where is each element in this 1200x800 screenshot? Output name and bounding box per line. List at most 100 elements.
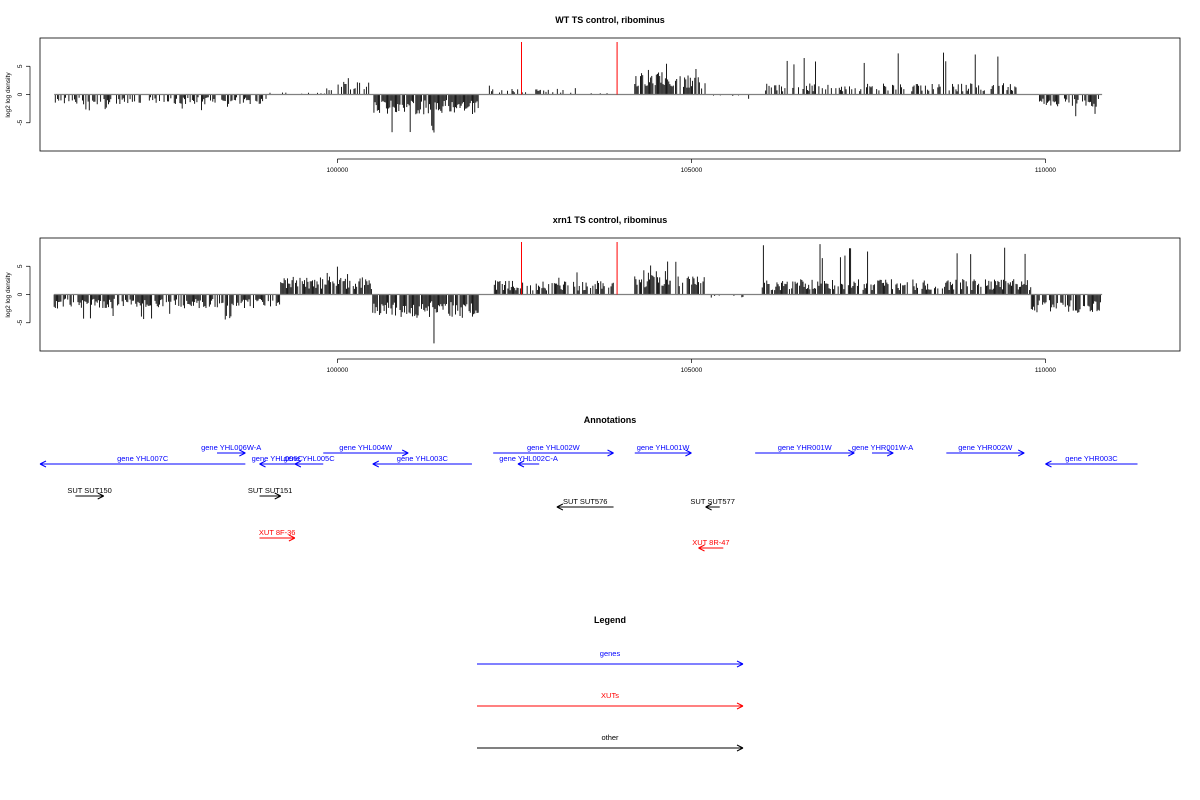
x-tick-label: 110000 bbox=[1035, 367, 1057, 374]
legend-label: XUTs bbox=[601, 691, 619, 700]
annotation-label: gene YHR003C bbox=[1065, 454, 1118, 463]
feature-head bbox=[259, 460, 266, 465]
x-tick-label: 110000 bbox=[1035, 167, 1057, 174]
legend: Legend genes XUTs other bbox=[477, 615, 744, 752]
red-markers bbox=[520, 242, 618, 295]
y-axis-label: log2 log density bbox=[5, 72, 12, 118]
annotation-gene: gene YHL002W bbox=[493, 443, 614, 457]
feature-head bbox=[556, 506, 564, 511]
feature-head bbox=[556, 503, 564, 508]
feature-head bbox=[705, 506, 712, 511]
annotations-title: Annotations bbox=[584, 415, 637, 425]
annotation-gene: gene YHR003C bbox=[1045, 454, 1138, 468]
feature-head bbox=[607, 452, 614, 457]
feature-head bbox=[887, 452, 894, 457]
feature-head bbox=[685, 449, 692, 454]
feature-head bbox=[887, 449, 894, 454]
annotation-label: SUT SUT576 bbox=[563, 497, 607, 506]
annotation-gene: gene YHL007C bbox=[39, 454, 246, 468]
legend-title: Legend bbox=[594, 615, 626, 625]
annotation-label: gene YHL001W bbox=[637, 443, 691, 452]
feature-head bbox=[288, 534, 296, 539]
feature-head bbox=[239, 449, 246, 454]
feature-head bbox=[607, 449, 614, 454]
annotation-label: XUT 8R-47 bbox=[692, 538, 729, 547]
annotation-label: SUT SUT577 bbox=[690, 497, 734, 506]
feature-head bbox=[274, 495, 281, 500]
annotation-label: gene YHR001W bbox=[778, 443, 833, 452]
density-bars bbox=[53, 244, 1101, 344]
x-tick-label: 105000 bbox=[681, 367, 703, 374]
panel-title: xrn1 TS control, ribominus bbox=[553, 215, 668, 225]
annotation-gene: gene YHL005C bbox=[283, 454, 335, 468]
feature-head bbox=[1045, 463, 1052, 468]
annotation-label: gene YHR001W-A bbox=[852, 443, 913, 452]
feature-head bbox=[1045, 460, 1052, 465]
annotation-xut: XUT 8F-36 bbox=[259, 528, 296, 542]
annotations-panel: Annotations gene YHL007C gene YHL006W-A ge… bbox=[39, 415, 1138, 552]
feature-head bbox=[517, 463, 525, 468]
annotation-other: SUT SUT577 bbox=[690, 497, 735, 511]
legend-item-xut: XUTs bbox=[477, 691, 744, 710]
plot-frame bbox=[39, 37, 1181, 152]
annotation-label: gene YHL002C-A bbox=[499, 454, 558, 463]
y-tick-label: 0 bbox=[17, 92, 24, 96]
legend-label: other bbox=[601, 733, 619, 742]
feature-head bbox=[274, 492, 281, 497]
annotation-gene: gene YHR002W bbox=[946, 443, 1025, 457]
feature-head bbox=[736, 702, 744, 707]
legend-item-other: other bbox=[477, 733, 744, 752]
x-tick-label: 100000 bbox=[327, 167, 349, 174]
density-bars bbox=[54, 52, 1099, 133]
annotation-label: gene YHR002W bbox=[958, 443, 1013, 452]
y-tick-label: 5 bbox=[17, 64, 24, 68]
annotation-label: gene YHL004W bbox=[339, 443, 393, 452]
annotation-gene: gene YHR001W bbox=[755, 443, 855, 457]
feature-head bbox=[97, 495, 104, 500]
x-tick-label: 105000 bbox=[681, 167, 703, 174]
feature-head bbox=[39, 460, 47, 465]
feature-head bbox=[1018, 452, 1025, 457]
axes: -5 0 5 100000 105000 110000 bbox=[17, 64, 1056, 174]
y-tick-label: 0 bbox=[17, 292, 24, 296]
feature-head bbox=[698, 547, 705, 552]
annotation-label: gene YHL006C bbox=[252, 454, 304, 463]
feature-head bbox=[848, 452, 855, 457]
feature-head bbox=[372, 463, 380, 468]
y-tick-label: -5 bbox=[17, 119, 24, 125]
annotation-label: SUT SUT150 bbox=[67, 486, 111, 495]
feature-head bbox=[698, 544, 705, 549]
wt-density-panel: WT TS control, ribominus log2 log densit… bbox=[5, 15, 1181, 174]
feature-head bbox=[259, 463, 266, 468]
annotation-gene: gene YHL002C-A bbox=[499, 454, 558, 468]
feature-head bbox=[401, 452, 409, 457]
feature-head bbox=[288, 537, 296, 542]
red-markers bbox=[520, 42, 618, 95]
annotation-label: gene YHL006W-A bbox=[201, 443, 261, 452]
y-axis-label: log2 log density bbox=[5, 272, 12, 318]
feature-head bbox=[294, 463, 302, 468]
feature-head bbox=[848, 449, 855, 454]
annotation-label: gene YHL007C bbox=[117, 454, 169, 463]
feature-head bbox=[736, 747, 744, 752]
feature-head bbox=[1018, 449, 1025, 454]
feature-head bbox=[736, 744, 744, 749]
annotation-gene: gene YHL004W bbox=[323, 443, 409, 457]
xrn1-density-panel: xrn1 TS control, ribominus log2 log dens… bbox=[5, 215, 1181, 374]
annotation-gene: gene YHL006C bbox=[252, 454, 304, 468]
annotation-other: SUT SUT576 bbox=[556, 497, 614, 511]
feature-head bbox=[736, 660, 744, 665]
annotation-gene: gene YHL006W-A bbox=[201, 443, 261, 457]
feature-head bbox=[401, 449, 409, 454]
legend-items: genes XUTs other bbox=[477, 649, 744, 752]
feature-head bbox=[97, 492, 104, 497]
annotation-gene: gene YHR001W-A bbox=[852, 443, 913, 457]
legend-label: genes bbox=[600, 649, 621, 658]
x-tick-label: 100000 bbox=[327, 367, 349, 374]
annotation-label: XUT 8F-36 bbox=[259, 528, 296, 537]
feature-head bbox=[294, 460, 302, 465]
feature-head bbox=[372, 460, 380, 465]
annotation-label: SUT SUT151 bbox=[248, 486, 292, 495]
y-tick-label: 5 bbox=[17, 264, 24, 268]
